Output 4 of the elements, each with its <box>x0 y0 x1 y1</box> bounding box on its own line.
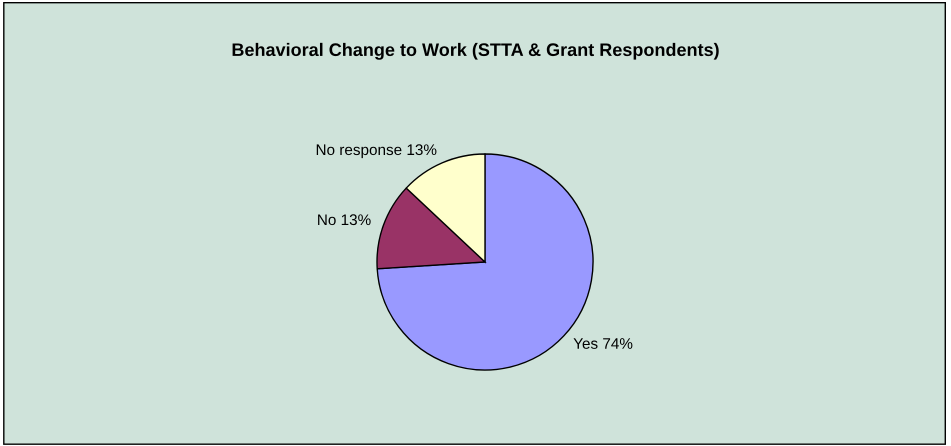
chart-title: Behavioral Change to Work (STTA & Grant Respondents) <box>232 42 719 60</box>
slice-label: No 13% <box>318 214 371 226</box>
slice-label: No response 13% <box>316 144 436 158</box>
slice-label: Yes 74% <box>574 338 632 349</box>
